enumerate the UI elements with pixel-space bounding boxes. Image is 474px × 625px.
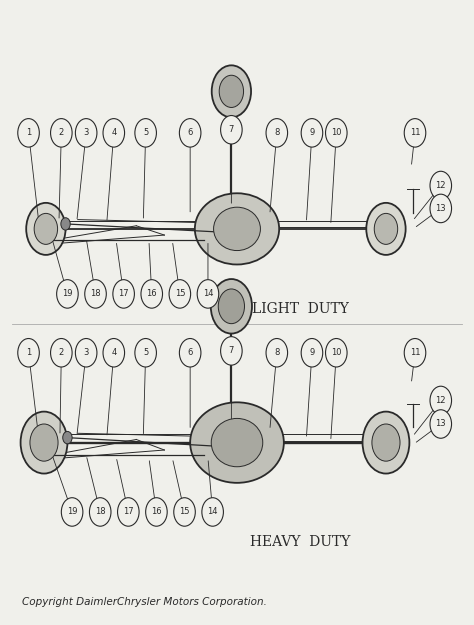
Text: 12: 12 xyxy=(436,181,446,190)
Ellipse shape xyxy=(190,402,284,483)
Circle shape xyxy=(18,339,39,367)
Text: 4: 4 xyxy=(111,348,117,358)
Text: 19: 19 xyxy=(67,508,77,516)
Ellipse shape xyxy=(214,208,260,251)
Ellipse shape xyxy=(211,418,263,467)
Circle shape xyxy=(34,213,57,244)
Circle shape xyxy=(174,498,195,526)
Text: 12: 12 xyxy=(436,396,446,405)
Text: 15: 15 xyxy=(174,289,185,298)
Circle shape xyxy=(372,424,400,461)
Circle shape xyxy=(430,194,452,222)
Text: 11: 11 xyxy=(410,128,420,138)
Circle shape xyxy=(75,339,97,367)
Circle shape xyxy=(197,279,219,308)
Text: 6: 6 xyxy=(188,128,193,138)
Text: 17: 17 xyxy=(118,289,129,298)
Circle shape xyxy=(404,339,426,367)
Circle shape xyxy=(51,119,72,147)
Circle shape xyxy=(90,498,111,526)
Text: 13: 13 xyxy=(436,204,446,213)
Circle shape xyxy=(220,337,242,365)
Text: 10: 10 xyxy=(331,348,342,358)
Text: 9: 9 xyxy=(310,348,315,358)
Text: 8: 8 xyxy=(274,128,280,138)
Text: 4: 4 xyxy=(111,128,117,138)
Circle shape xyxy=(301,119,323,147)
Text: LIGHT  DUTY: LIGHT DUTY xyxy=(252,302,349,316)
Circle shape xyxy=(61,498,83,526)
Circle shape xyxy=(179,339,201,367)
Text: 7: 7 xyxy=(228,125,234,134)
Circle shape xyxy=(202,498,223,526)
Circle shape xyxy=(141,279,163,308)
Circle shape xyxy=(366,203,406,255)
Circle shape xyxy=(118,498,139,526)
Text: 8: 8 xyxy=(274,348,280,358)
Circle shape xyxy=(212,66,251,118)
Text: 6: 6 xyxy=(188,348,193,358)
Circle shape xyxy=(26,203,65,255)
Text: 14: 14 xyxy=(208,508,218,516)
Circle shape xyxy=(218,289,245,324)
Text: 3: 3 xyxy=(83,128,89,138)
Circle shape xyxy=(103,339,125,367)
Circle shape xyxy=(404,119,426,147)
Circle shape xyxy=(374,213,398,244)
Circle shape xyxy=(63,431,72,444)
Text: 2: 2 xyxy=(59,348,64,358)
Text: 11: 11 xyxy=(410,348,420,358)
Circle shape xyxy=(220,116,242,144)
Circle shape xyxy=(211,279,252,334)
Text: HEAVY  DUTY: HEAVY DUTY xyxy=(250,535,350,549)
Circle shape xyxy=(135,339,156,367)
Circle shape xyxy=(430,386,452,415)
Circle shape xyxy=(103,119,125,147)
Circle shape xyxy=(135,119,156,147)
Circle shape xyxy=(57,279,78,308)
Text: 1: 1 xyxy=(26,128,31,138)
Text: 18: 18 xyxy=(95,508,106,516)
Text: 2: 2 xyxy=(59,128,64,138)
Text: 1: 1 xyxy=(26,348,31,358)
Circle shape xyxy=(326,119,347,147)
Circle shape xyxy=(363,412,410,474)
Circle shape xyxy=(169,279,191,308)
Circle shape xyxy=(51,339,72,367)
Circle shape xyxy=(430,171,452,200)
Circle shape xyxy=(61,217,70,230)
Text: 16: 16 xyxy=(151,508,162,516)
Ellipse shape xyxy=(195,193,279,264)
Text: 3: 3 xyxy=(83,348,89,358)
Text: 18: 18 xyxy=(90,289,101,298)
Text: Copyright DaimlerChrysler Motors Corporation.: Copyright DaimlerChrysler Motors Corpora… xyxy=(21,597,266,607)
Circle shape xyxy=(266,339,288,367)
Circle shape xyxy=(85,279,106,308)
Circle shape xyxy=(146,498,167,526)
Circle shape xyxy=(113,279,135,308)
Circle shape xyxy=(20,412,67,474)
Circle shape xyxy=(326,339,347,367)
Text: 14: 14 xyxy=(203,289,213,298)
Circle shape xyxy=(219,75,244,108)
Text: 7: 7 xyxy=(228,346,234,356)
Text: 19: 19 xyxy=(62,289,73,298)
Text: 5: 5 xyxy=(143,128,148,138)
Circle shape xyxy=(430,410,452,438)
Circle shape xyxy=(179,119,201,147)
Text: 13: 13 xyxy=(436,419,446,429)
Text: 16: 16 xyxy=(146,289,157,298)
Text: 17: 17 xyxy=(123,508,134,516)
Circle shape xyxy=(301,339,323,367)
Text: 10: 10 xyxy=(331,128,342,138)
Text: 9: 9 xyxy=(310,128,315,138)
Circle shape xyxy=(30,424,58,461)
Circle shape xyxy=(266,119,288,147)
Text: 5: 5 xyxy=(143,348,148,358)
Text: 15: 15 xyxy=(179,508,190,516)
Circle shape xyxy=(18,119,39,147)
Circle shape xyxy=(75,119,97,147)
